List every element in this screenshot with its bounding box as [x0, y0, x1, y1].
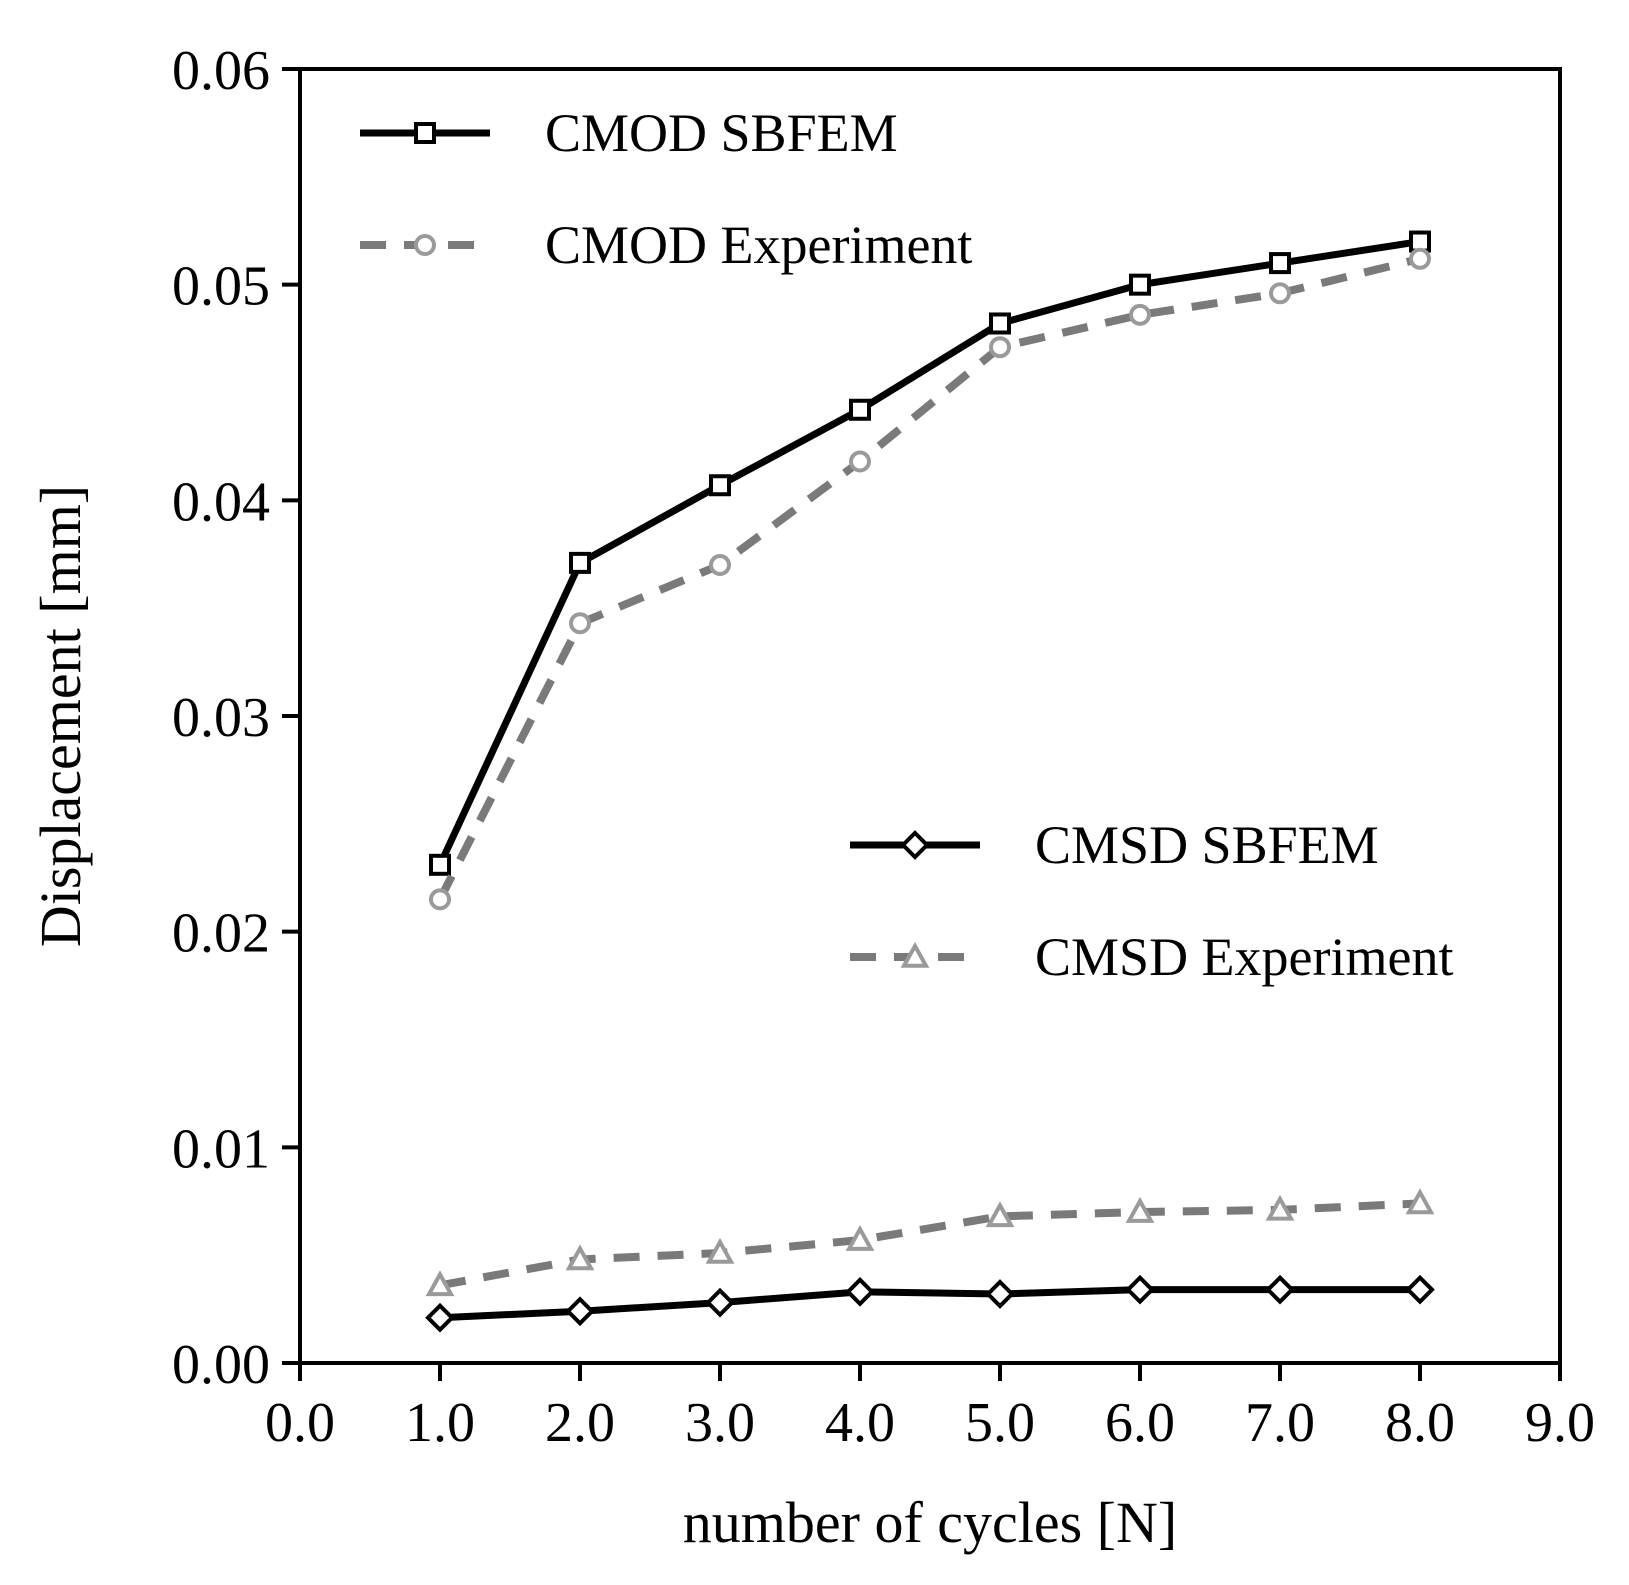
data-point-cmsd-experiment: [1405, 1188, 1435, 1215]
data-point-cmsd-sbfem: [565, 1296, 595, 1327]
x-tick-label: 8.0: [1385, 1392, 1455, 1454]
legend-marker: [414, 234, 436, 256]
data-point-cmod-sbfem: [429, 853, 451, 876]
y-tick-label: 0.06: [172, 40, 270, 102]
data-point-cmod-sbfem: [709, 474, 731, 497]
data-point-cmsd-sbfem: [1405, 1274, 1435, 1305]
legend-marker: [900, 941, 930, 968]
x-tick-label: 9.0: [1525, 1392, 1595, 1454]
data-point-cmsd-experiment: [985, 1201, 1015, 1228]
data-point-cmod-sbfem: [569, 551, 591, 574]
data-point-cmsd-experiment: [1125, 1196, 1155, 1223]
legend-item-cmsd-experiment: CMSD Experiment: [850, 927, 1453, 987]
legend-label: CMOD Experiment: [545, 215, 972, 275]
y-axis-ticks: 0.00 0.01 0.02 0.03 0.04 0.05 0.06: [172, 40, 300, 1396]
legend-marker: [414, 122, 436, 144]
legend-label: CMSD SBFEM: [1035, 815, 1379, 875]
series-layer: [425, 230, 1435, 1333]
series-cmsd-experiment: [425, 1188, 1435, 1297]
data-point-cmod-sbfem: [989, 312, 1011, 335]
x-tick-label: 1.0: [405, 1392, 475, 1454]
data-point-cmod-experiment: [709, 554, 731, 577]
data-point-cmsd-sbfem: [705, 1287, 735, 1318]
y-tick-label: 0.02: [172, 903, 270, 965]
data-point-cmsd-sbfem: [425, 1302, 455, 1333]
data-point-cmod-sbfem: [849, 398, 871, 421]
data-point-cmod-experiment: [1129, 303, 1151, 326]
x-axis-ticks: 0.0 1.0 2.0 3.0 4.0 5.0 6.0 7.0 8.0 9.0: [265, 1363, 1595, 1454]
data-point-cmod-experiment: [429, 888, 451, 911]
y-tick-label: 0.05: [172, 256, 270, 318]
series-cmod-experiment: [429, 247, 1431, 911]
data-point-cmod-experiment: [1409, 247, 1431, 270]
legend-label: CMSD Experiment: [1035, 927, 1453, 987]
y-axis-label: Displacement [mm]: [28, 485, 93, 947]
data-point-cmsd-experiment: [705, 1237, 735, 1264]
y-tick-label: 0.00: [172, 1334, 270, 1396]
y-tick-label: 0.01: [172, 1118, 270, 1180]
data-point-cmod-experiment: [849, 450, 871, 473]
data-point-cmsd-sbfem: [845, 1277, 875, 1307]
x-tick-label: 3.0: [685, 1392, 755, 1454]
series-line-cmod-experiment: [436, 254, 1421, 902]
x-tick-label: 2.0: [545, 1392, 615, 1454]
series-cmod-sbfem: [429, 230, 1431, 876]
y-tick-label: 0.04: [172, 471, 270, 533]
series-line-cmsd-sbfem: [439, 1286, 1420, 1322]
series-line-cmsd-experiment: [439, 1199, 1421, 1290]
data-point-cmod-sbfem: [1129, 273, 1151, 296]
data-point-cmsd-sbfem: [1125, 1274, 1155, 1305]
data-point-cmsd-experiment: [565, 1244, 595, 1271]
series-cmsd-sbfem: [425, 1274, 1435, 1333]
y-tick-label: 0.03: [172, 687, 270, 749]
x-tick-label: 7.0: [1245, 1392, 1315, 1454]
x-axis-label: number of cycles [N]: [683, 1490, 1177, 1555]
legend-item-cmod-sbfem: CMOD SBFEM: [360, 103, 898, 163]
data-point-cmsd-sbfem: [1265, 1274, 1295, 1305]
data-point-cmod-experiment: [569, 612, 591, 635]
data-point-cmod-experiment: [1269, 282, 1291, 305]
data-point-cmsd-sbfem: [985, 1279, 1015, 1309]
data-point-cmod-experiment: [989, 336, 1011, 359]
legend-marker: [900, 830, 930, 860]
x-tick-label: 4.0: [825, 1392, 895, 1454]
data-point-cmsd-experiment: [845, 1224, 875, 1251]
legend-item-cmsd-sbfem: CMSD SBFEM: [850, 815, 1379, 875]
legend: CMOD SBFEM CMOD Experiment CMSD SBFEM CMSD …: [360, 103, 1453, 987]
x-tick-label: 5.0: [965, 1392, 1035, 1454]
legend-label: CMOD SBFEM: [545, 103, 898, 163]
legend-item-cmod-experiment: CMOD Experiment: [360, 215, 972, 275]
x-tick-label: 6.0: [1105, 1392, 1175, 1454]
series-line-cmod-sbfem: [436, 238, 1421, 867]
data-point-cmsd-experiment: [425, 1270, 455, 1297]
data-point-cmsd-experiment: [1265, 1194, 1295, 1221]
data-point-cmod-sbfem: [1269, 252, 1291, 275]
x-tick-label: 0.0: [265, 1392, 335, 1454]
